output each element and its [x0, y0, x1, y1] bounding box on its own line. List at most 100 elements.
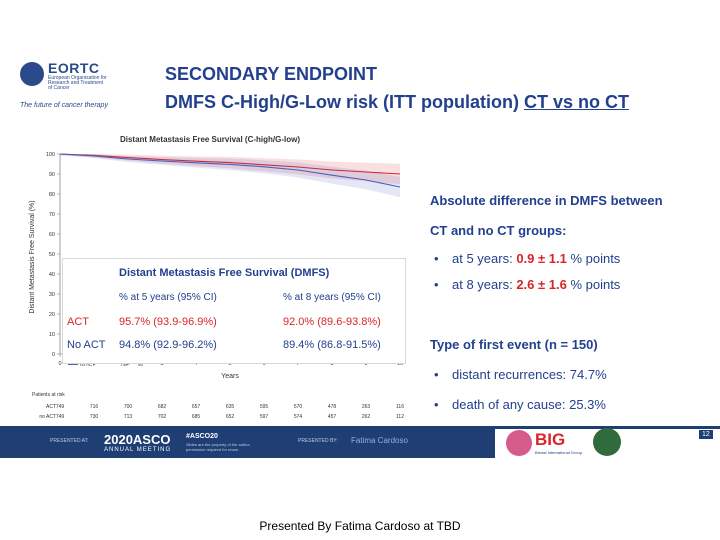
- asco-subtitle: ANNUAL MEETING: [104, 447, 172, 453]
- y-tick-label: 90: [49, 172, 55, 178]
- at-risk-value: 657: [192, 404, 201, 410]
- bullet-5yr: at 5 years: 0.9 ± 1.1 % points: [430, 248, 710, 270]
- at-risk-value: 597: [260, 414, 269, 420]
- at-risk-value: 116: [396, 404, 404, 410]
- at-risk-value: 263: [362, 404, 371, 410]
- at-risk-value: 685: [192, 414, 201, 420]
- at-risk-value: 635: [226, 404, 235, 410]
- x-tick-label: 4: [194, 361, 197, 367]
- x-tick-label: 2: [126, 361, 129, 367]
- subtitle-prefix: DMFS C-High/G-Low risk (ITT population): [165, 92, 524, 112]
- bullet-8yr-prefix: at 8 years:: [452, 277, 517, 292]
- subtitle-underlined: CT vs no CT: [523, 92, 629, 112]
- at-risk-label: Patients at risk: [32, 392, 65, 398]
- big-logo: BIG: [535, 430, 566, 449]
- at-risk-value: 574: [294, 414, 303, 420]
- x-tick-label: 1: [92, 361, 95, 367]
- act-8yr-value: 92.0% (89.6-93.8%): [283, 316, 381, 328]
- eortc-logo-word: EORTC: [48, 60, 100, 76]
- y-tick-label: 60: [49, 232, 55, 238]
- y-tick-label: 40: [49, 272, 55, 278]
- x-tick-label: 6: [262, 361, 265, 367]
- bullet-death: death of any cause: 25.3%: [430, 394, 710, 416]
- footer-strip: [495, 426, 720, 429]
- chart-xlabel: Years: [221, 373, 239, 380]
- at-risk-row-label: ACT: [46, 404, 56, 410]
- chart-title: Distant Metastasis Free Survival (C-high…: [120, 135, 300, 144]
- x-tick-label: 8: [330, 361, 333, 367]
- footer-bar: [0, 426, 495, 458]
- abs-diff-heading-1: Absolute difference in DMFS between: [430, 193, 663, 208]
- series-line-1: [59, 153, 401, 188]
- abs-diff-heading-2: CT and no CT groups:: [430, 223, 567, 238]
- slide: EORTC European Organisation for Research…: [0, 40, 720, 460]
- x-tick-label: 7: [296, 361, 299, 367]
- slide-subtitle: DMFS C-High/G-Low risk (ITT population) …: [165, 92, 629, 113]
- bullet-distant: distant recurrences: 74.7%: [430, 364, 710, 386]
- hashtag-note: Slides are the property of the author, p…: [186, 442, 251, 452]
- ci-band-1: [60, 154, 400, 198]
- at-risk-value: 700: [124, 404, 133, 410]
- page-number: 12: [699, 430, 713, 439]
- legend-cell: 749: [120, 362, 128, 367]
- bullet-8yr-value: 2.6 ± 1.6: [516, 277, 567, 292]
- bullet-5yr-prefix: at 5 years:: [452, 251, 517, 266]
- at-risk-row-label: no ACT: [39, 414, 56, 420]
- y-tick-label: 70: [49, 212, 55, 218]
- at-risk-value: 702: [158, 414, 167, 420]
- bullet-5yr-suffix: % points: [566, 251, 621, 266]
- legend-cell: no ACT: [80, 362, 95, 367]
- x-tick-label: 0: [58, 361, 61, 367]
- chart-ylabel: Distant Metastasis Free Survival (%): [29, 200, 36, 313]
- act-row-label: ACT: [67, 316, 89, 328]
- at-risk-value: 570: [294, 404, 303, 410]
- big-emblem-icon: [506, 430, 532, 456]
- globe-logo-icon: [593, 428, 621, 456]
- asco-logo: 2020ASCO: [104, 432, 171, 447]
- noact-5yr-value: 94.8% (92.9-96.2%): [119, 339, 217, 351]
- at-risk-value: 595: [260, 404, 269, 410]
- col-8yr-header: % at 8 years (95% CI): [283, 292, 381, 303]
- bullet-8yr-suffix: % points: [566, 277, 621, 292]
- legend-cell: 50: [138, 362, 144, 367]
- eortc-emblem-icon: [20, 62, 44, 86]
- x-tick-label: 10: [397, 361, 403, 367]
- y-tick-label: 30: [49, 292, 55, 298]
- at-risk-value: 652: [226, 414, 235, 420]
- at-risk-value: 716: [90, 404, 99, 410]
- x-tick-label: 3: [160, 361, 163, 367]
- eortc-tagline: The future of cancer therapy: [20, 102, 108, 109]
- at-risk-value: 713: [124, 414, 133, 420]
- x-tick-label: 5: [228, 361, 231, 367]
- at-risk-value: 112: [396, 414, 404, 420]
- col-5yr-header: % at 5 years (95% CI): [119, 292, 217, 303]
- slide-caption: Presented By Fatima Cardoso at TBD: [259, 519, 461, 533]
- eortc-logo: EORTC European Organisation for Research…: [18, 58, 108, 118]
- at-risk-value: 749: [56, 414, 65, 420]
- results-panel: Absolute difference in DMFS between CT a…: [430, 190, 710, 416]
- dmfs-table: Distant Metastasis Free Survival (DMFS) …: [62, 258, 406, 364]
- noact-row-label: No ACT: [67, 339, 106, 351]
- at-risk-value: 682: [158, 404, 167, 410]
- hashtag: #ASCO20: [186, 433, 218, 440]
- y-tick-label: 80: [49, 192, 55, 198]
- ci-band-0: [60, 154, 400, 185]
- y-tick-label: 20: [49, 312, 55, 318]
- y-tick-label: 100: [46, 152, 55, 158]
- first-event-heading: Type of first event (n = 150): [430, 337, 598, 352]
- footer-presented-at: PRESENTED AT:: [50, 438, 89, 444]
- bullet-5yr-value: 0.9 ± 1.1: [516, 251, 567, 266]
- at-risk-value: 730: [90, 414, 99, 420]
- footer-presented-by: PRESENTED BY:: [298, 438, 338, 444]
- eortc-logo-fullname: European Organisation for Research and T…: [48, 75, 107, 91]
- at-risk-value: 749: [56, 404, 65, 410]
- y-tick-label: 0: [52, 352, 55, 358]
- bullet-8yr: at 8 years: 2.6 ± 1.6 % points: [430, 274, 710, 296]
- footer-author: Fatima Cardoso: [351, 436, 408, 445]
- y-tick-label: 10: [49, 332, 55, 338]
- at-risk-value: 262: [362, 414, 371, 420]
- slide-title: SECONDARY ENDPOINT: [165, 64, 378, 84]
- big-logo-subtitle: Breast International Group: [535, 450, 582, 455]
- series-line-0: [59, 153, 401, 175]
- noact-8yr-value: 89.4% (86.8-91.5%): [283, 339, 381, 351]
